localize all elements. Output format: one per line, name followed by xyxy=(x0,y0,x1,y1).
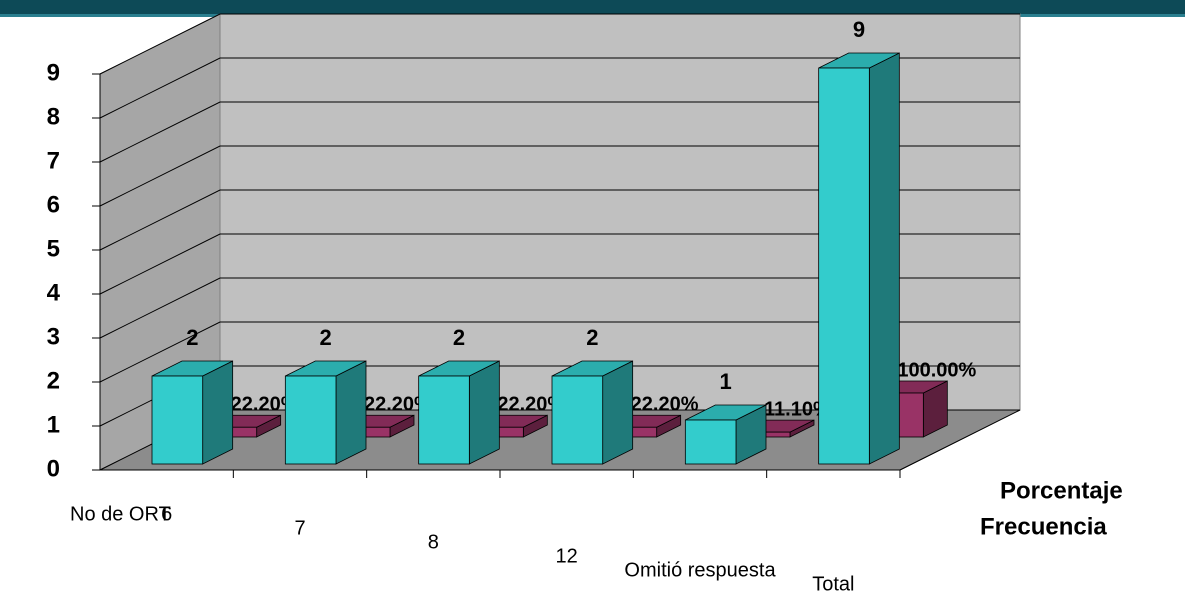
x-tick-label: 8 xyxy=(428,531,439,553)
bar-side xyxy=(202,360,234,465)
grid-line xyxy=(99,101,1020,163)
depth-axis xyxy=(899,409,1021,471)
x-tick-label: Total xyxy=(812,573,854,595)
y-tick-label: 7 xyxy=(47,147,60,174)
value-label: 2 xyxy=(453,325,465,350)
grid-line xyxy=(99,321,1020,383)
header-band xyxy=(0,0,1185,14)
value-label: 22.20% xyxy=(231,394,299,416)
bar xyxy=(418,375,470,465)
y-tick-label: 0 xyxy=(47,455,60,482)
bar-side xyxy=(602,360,634,465)
grid-line xyxy=(99,277,1020,339)
bar xyxy=(151,375,204,465)
y-tick-label: 2 xyxy=(47,367,60,394)
value-label: 9 xyxy=(853,17,865,42)
value-label: 22.20% xyxy=(631,394,699,416)
bar xyxy=(684,419,737,465)
value-label: 11.10% xyxy=(764,398,831,420)
x-tick-label: Omitió respuesta xyxy=(624,559,776,581)
x-tick-label: 6 xyxy=(161,503,172,525)
y-tick-label: 5 xyxy=(47,235,60,262)
bar-side xyxy=(868,52,900,465)
x-tick-label: 12 xyxy=(556,545,578,567)
y-tick-label: 3 xyxy=(47,323,60,350)
grid-line xyxy=(99,233,1020,295)
bar xyxy=(818,67,870,465)
legend-entry: Frecuencia xyxy=(980,513,1107,540)
x-tick-label: 7 xyxy=(294,517,305,539)
x-axis-title: No de ORT xyxy=(70,503,171,525)
value-label: 22.20% xyxy=(497,394,565,416)
value-label: 2 xyxy=(186,325,198,350)
legend-entry: Porcentaje xyxy=(1000,477,1123,504)
bar xyxy=(551,375,604,465)
y-tick-label: 8 xyxy=(47,103,60,130)
value-label: 2 xyxy=(586,325,598,350)
back-wall xyxy=(219,13,1021,411)
value-label: 1 xyxy=(720,369,732,394)
y-tick-label: 9 xyxy=(47,59,60,86)
value-label: 22.20% xyxy=(364,394,432,416)
grid-line xyxy=(99,57,1020,119)
grid-line xyxy=(99,13,1020,75)
value-label: 2 xyxy=(320,325,332,350)
grid-line xyxy=(99,145,1020,207)
value-label: 100.00% xyxy=(897,359,976,381)
y-tick-label: 1 xyxy=(47,411,60,438)
y-tick-label: 4 xyxy=(47,279,61,306)
bar-side xyxy=(468,360,500,465)
y-tick-label: 6 xyxy=(47,191,60,218)
bar xyxy=(284,375,337,465)
grid-line xyxy=(99,189,1020,251)
bar-side xyxy=(335,360,367,465)
